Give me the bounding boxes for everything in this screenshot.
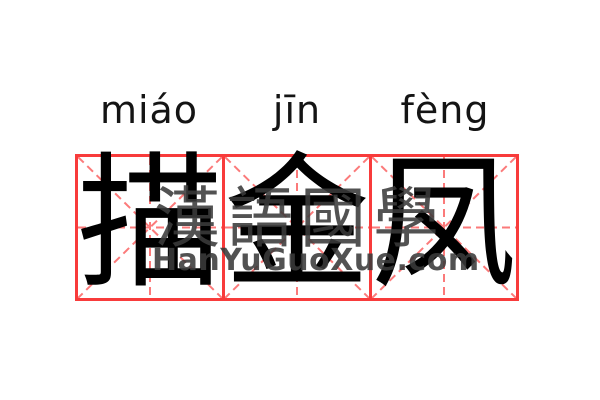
- hanzi-char-3: 凤: [371, 143, 517, 306]
- pinyin-syllable-2: jīn: [272, 88, 322, 132]
- hanzi-char-2: 金: [224, 143, 370, 306]
- mizige-cell-1: 描: [77, 152, 223, 298]
- mizige-guides: [225, 157, 369, 298]
- mizige-cell-3: 凤: [369, 152, 517, 298]
- pinyin-row: miáo jīn fèng: [75, 84, 519, 136]
- mizige-guides: [78, 157, 222, 298]
- watermark-site-text: HanYuGuoXue.com: [152, 243, 480, 278]
- watermark-cjk-text: 漢語國學: [154, 183, 446, 256]
- pinyin-syllable-3: fèng: [400, 88, 490, 132]
- mizige-cell-2: 金: [222, 152, 370, 298]
- pinyin-syllable-1: miáo: [99, 88, 199, 132]
- hanzi-char-1: 描: [77, 143, 223, 306]
- mizige-grid: 描 金 凤: [75, 152, 519, 301]
- mizige-guides: [372, 157, 516, 298]
